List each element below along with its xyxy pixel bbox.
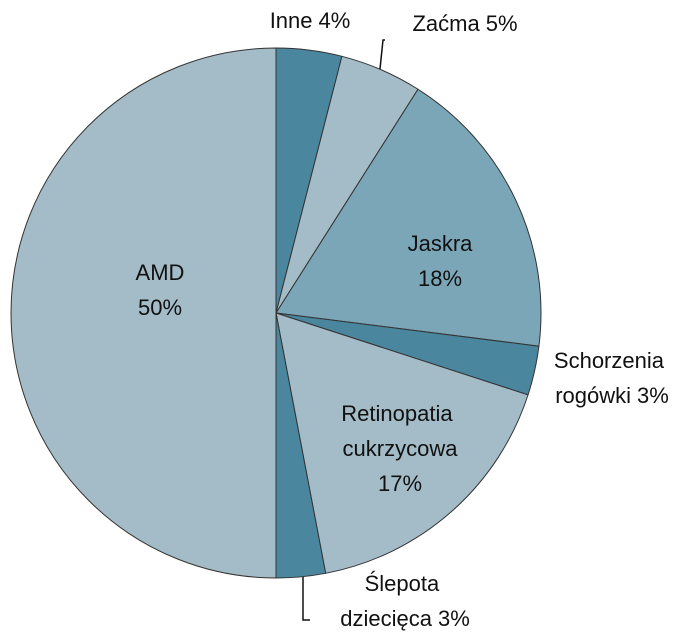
slice-label: AMD	[136, 260, 185, 285]
value-label: 17%	[378, 471, 422, 496]
slice-label: Retinopatia cukrzycowa	[341, 401, 458, 461]
leader-line	[302, 570, 310, 621]
slice-label: Ślepota dziecięca	[340, 571, 445, 631]
value-label: 5%	[486, 11, 518, 36]
value-label: 4%	[319, 8, 351, 33]
pie-slice	[275, 88, 542, 347]
slice-label: Jaskra	[408, 231, 474, 256]
pie-slice	[10, 47, 277, 579]
slice-label: Schorzenia rogówki	[554, 348, 670, 408]
pie-slice	[275, 312, 529, 574]
value-label: 18%	[418, 266, 462, 291]
value-label: 3%	[438, 606, 470, 631]
value-label: 3%	[637, 383, 669, 408]
value-label: 50%	[138, 295, 182, 320]
slice-label: Zaćma	[412, 11, 480, 36]
slice-label: Inne	[270, 8, 313, 33]
